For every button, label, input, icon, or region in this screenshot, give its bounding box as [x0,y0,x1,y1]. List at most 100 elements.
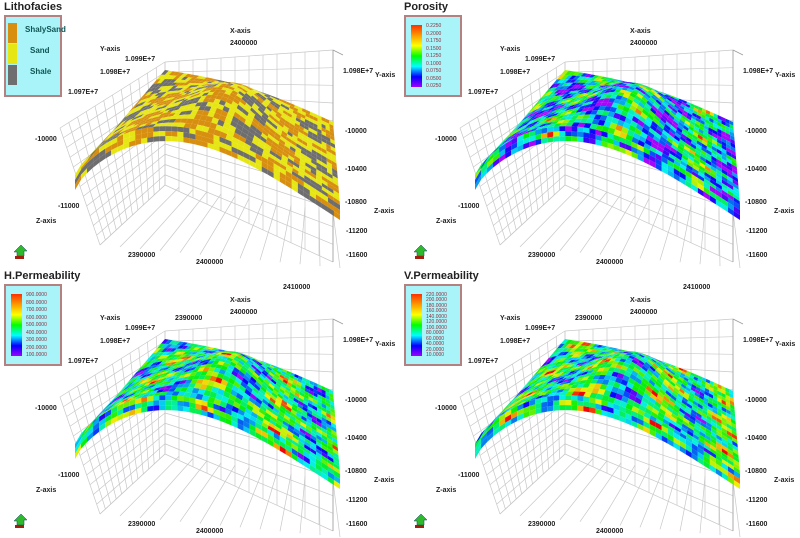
surface-cell [191,99,200,104]
surface-cell [164,384,174,389]
surface-cell [615,377,623,384]
surface-cell [161,113,171,118]
surface-cell [695,146,702,153]
front-face-cell [583,406,590,413]
surface-cell [681,157,688,165]
surface-cell [693,161,700,169]
surface-cell [601,394,610,402]
surface-cell [222,351,229,352]
surface-cell [540,94,550,101]
surface-cell [330,145,336,153]
surface-cell [624,351,632,353]
surface-cell [625,353,633,356]
surface-cell [523,395,534,401]
surface-cell [201,79,208,82]
front-face-cell [213,403,220,411]
surface-cell [664,99,670,105]
model-3d-view[interactable] [0,269,400,538]
surface-cell [220,352,228,355]
surface-cell [239,83,246,86]
surface-cell [548,380,557,385]
surface-cell [659,119,666,127]
front-face-cell [511,147,518,156]
surface-cell [515,396,526,404]
surface-cell [547,392,557,397]
orientation-arrow-icon[interactable] [12,513,28,529]
surface-cell [249,359,256,364]
surface-cell [167,387,177,392]
surface-cell [669,380,676,387]
orientation-arrow-icon[interactable] [412,244,428,260]
surface-cell [694,373,699,379]
surface-cell [580,356,588,360]
surface-cell [186,93,194,98]
front-face-cell [577,395,584,402]
surface-cell [218,354,226,357]
surface-cell [644,356,651,360]
surface-cell [593,114,602,120]
surface-cell [181,376,190,381]
surface-cell [294,421,301,428]
surface-cell [624,101,632,109]
surface-cell [673,386,680,394]
surface-cell [637,119,645,128]
model-3d-view[interactable] [400,269,800,538]
surface-cell [598,87,607,91]
surface-cell [716,152,722,159]
surface-cell [623,85,631,89]
surface-cell [129,396,139,402]
surface-cell [173,368,182,373]
surface-cell [528,119,538,125]
surface-cell [680,133,687,140]
surface-cell [136,98,146,105]
surface-cell [563,371,572,376]
surface-cell [622,351,630,354]
surface-cell [583,93,592,98]
surface-cell [132,369,141,378]
front-face-cell [511,137,518,146]
y-tick-label: 1.098E+7 [500,338,531,345]
surface-cell [173,99,182,104]
surface-cell [725,136,731,143]
surface-cell [151,109,160,114]
surface-cell [547,388,556,393]
front-face-cell [619,415,626,423]
model-3d-view[interactable] [0,0,400,269]
surface-cell [726,164,733,172]
surface-cell [308,390,314,396]
surface-cell [159,391,168,396]
surface-cell [308,127,313,133]
surface-cell [662,92,669,95]
surface-cell [206,353,214,355]
surface-cell [137,101,147,107]
front-face-cell [667,438,674,448]
front-face-cell [547,136,554,143]
front-face-cell [297,451,304,461]
surface-cell [715,451,722,459]
surface-cell [711,421,717,428]
orientation-arrow-icon[interactable] [12,244,28,260]
front-face-cell [667,169,674,179]
surface-cell [636,93,644,99]
front-face-cell [309,185,316,195]
surface-cell [263,395,270,403]
surface-cell [281,130,288,137]
front-face-cell [117,413,124,422]
surface-cell [106,403,116,411]
surface-cell [601,379,610,385]
surface-cell [591,118,600,125]
surface-cell [589,80,598,84]
surface-cell [631,101,639,109]
surface-cell [729,120,734,126]
surface-cell [239,358,247,364]
surface-cell [176,72,185,77]
surface-cell [660,372,667,379]
surface-cell [281,399,288,406]
orientation-arrow-icon[interactable] [412,513,428,529]
surface-cell [233,367,240,374]
surface-cell [587,85,596,88]
surface-cell [532,385,541,391]
model-3d-view[interactable] [400,0,800,269]
surface-cell [562,119,571,124]
surface-cell [233,352,241,356]
